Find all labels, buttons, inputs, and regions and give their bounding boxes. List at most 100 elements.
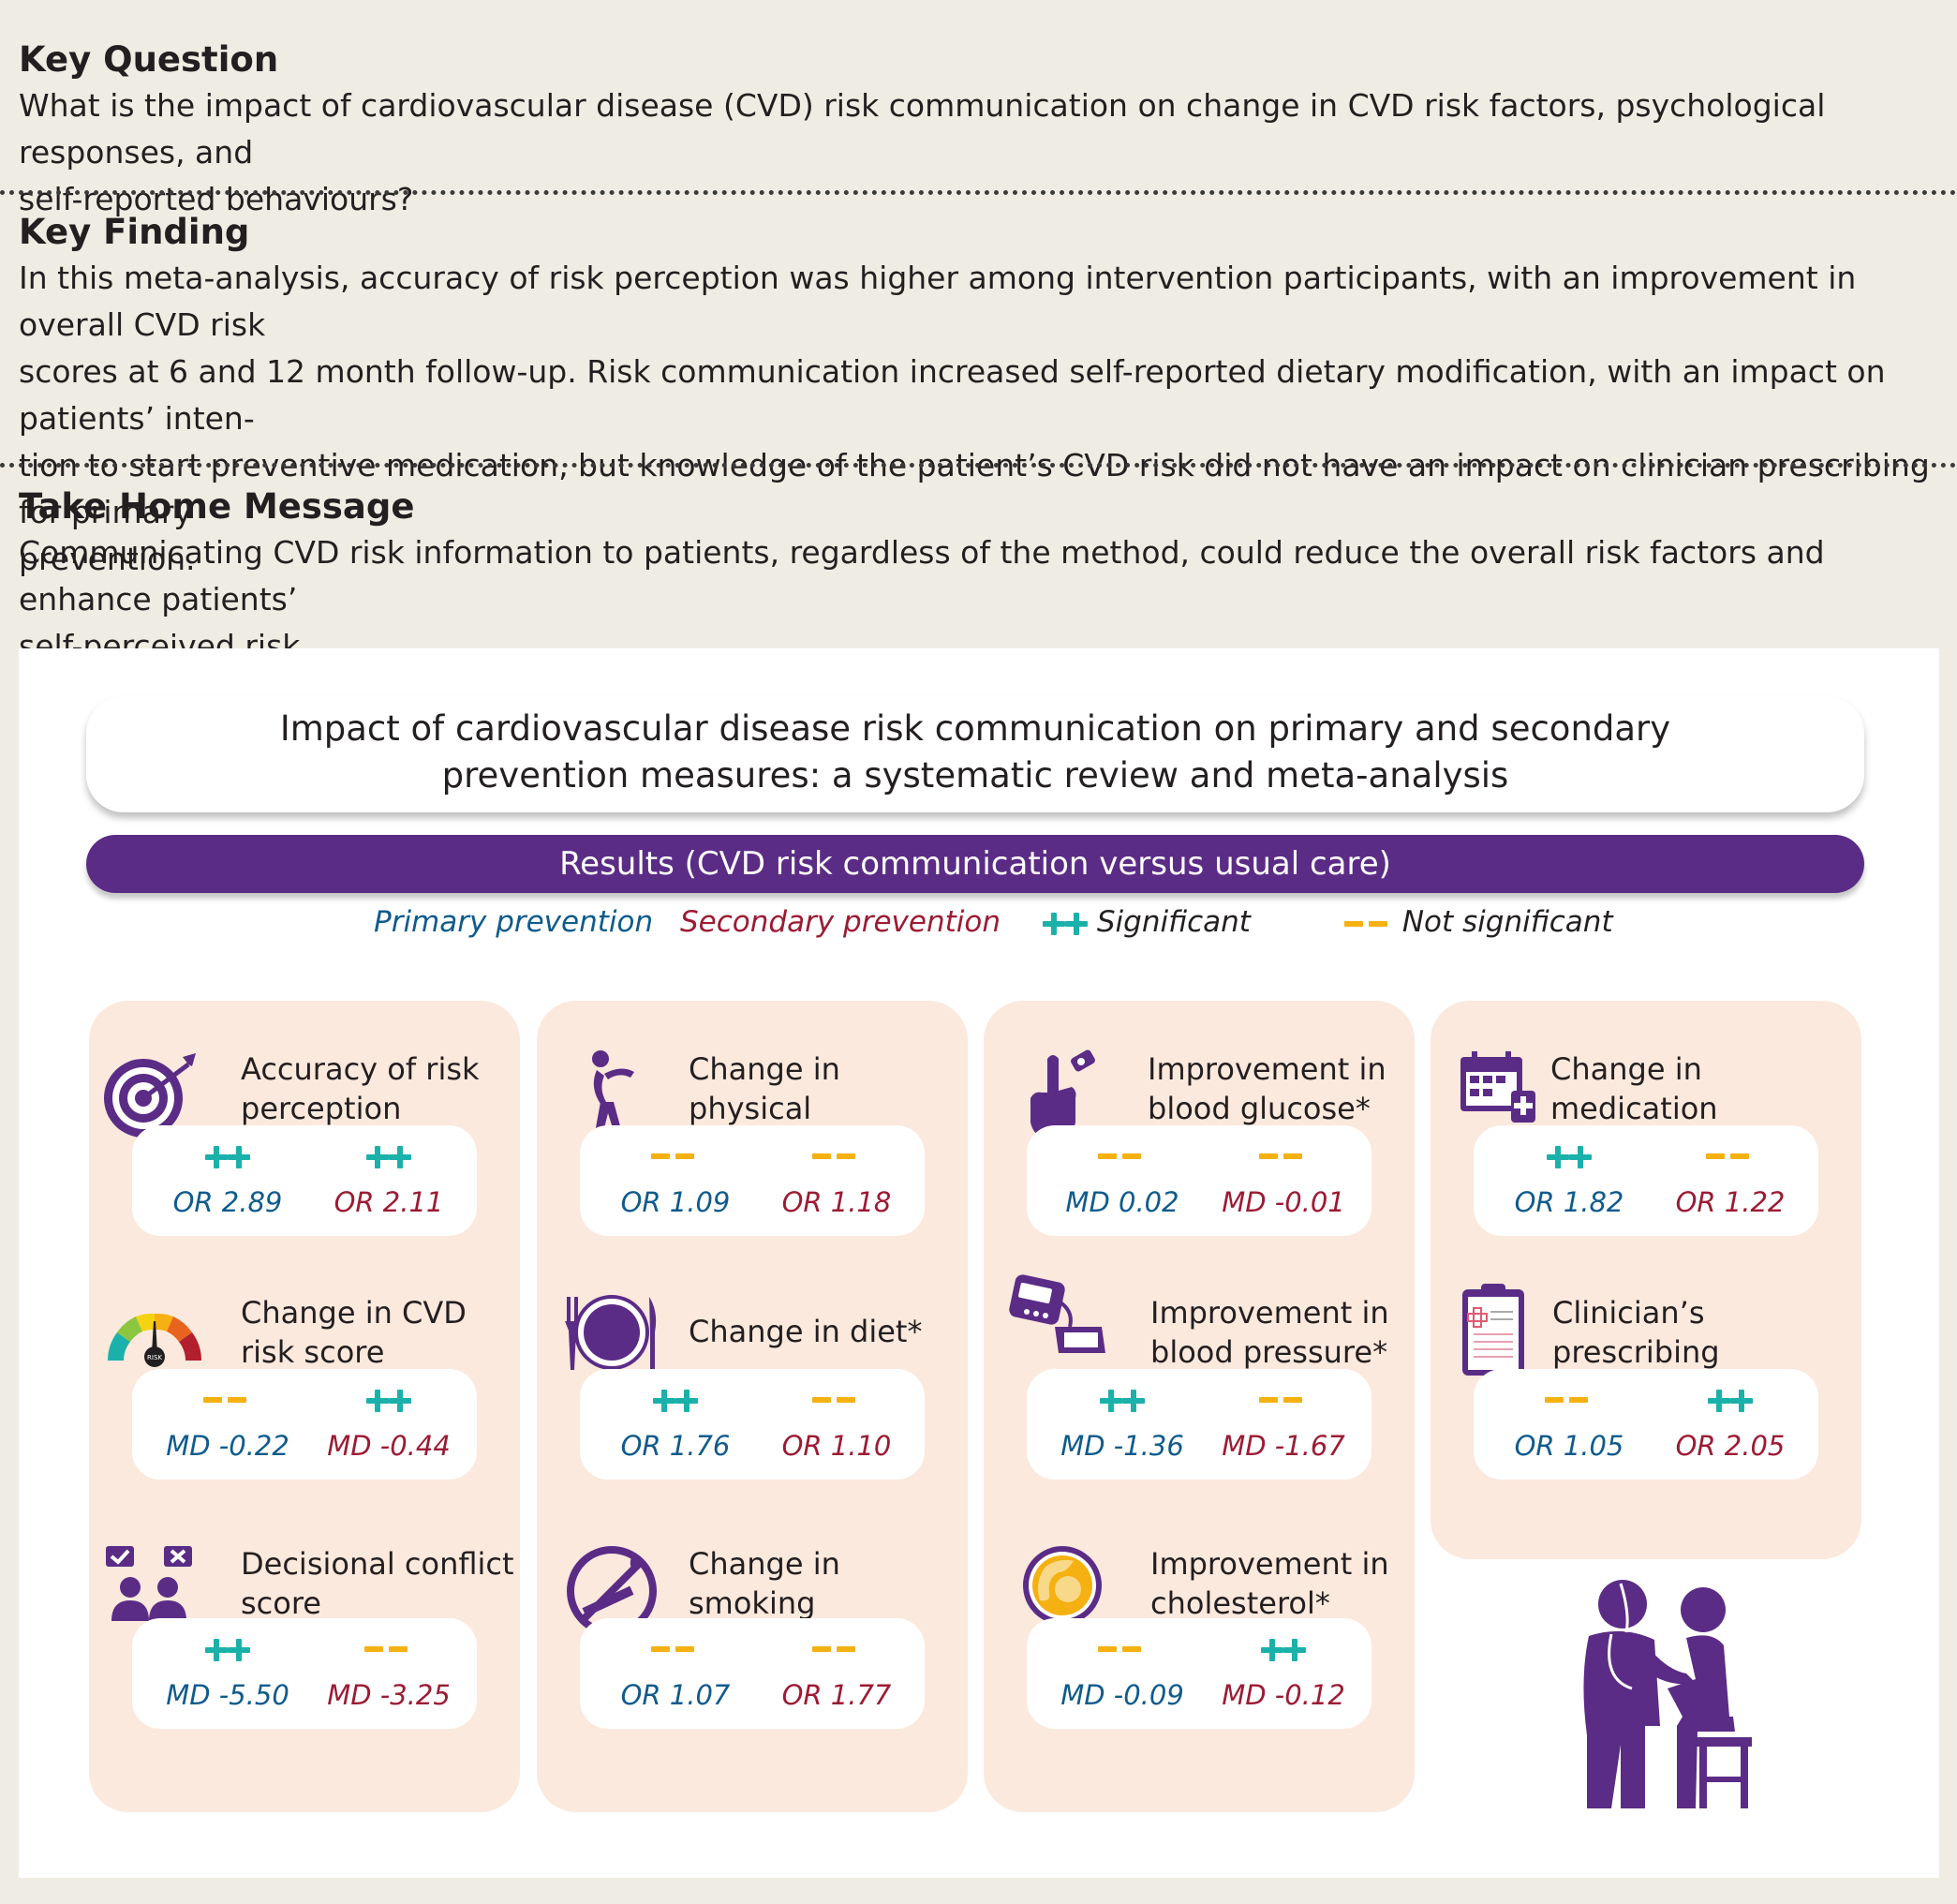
outcome-label-line2: prescribing: [1552, 1334, 1720, 1370]
results-card-column-1: Accuracy of risk perception OR 2.89 OR 2…: [89, 1001, 520, 1812]
primary-value: OR 1.82: [1514, 1186, 1624, 1218]
secondary-value: OR 2.05: [1675, 1430, 1786, 1462]
doctor-patient-icon: [1555, 1576, 1780, 1810]
secondary-value: MD -0.44: [327, 1430, 451, 1462]
outcome-label-line1: Change in diet*: [689, 1314, 923, 1349]
graphic-title: Impact of cardiovascular disease risk co…: [86, 696, 1864, 812]
key-finding-section: Key Finding In this meta-analysis, accur…: [19, 210, 1939, 583]
significant-icon: [643, 1390, 708, 1414]
significant-icon: [1090, 1390, 1155, 1414]
outcome-label-line1: Decisional conflict: [241, 1546, 514, 1582]
primary-value: MD 0.02: [1065, 1186, 1179, 1218]
not-significant-icon: [804, 1390, 869, 1414]
cholesterol-artery-icon: [1021, 1544, 1124, 1647]
outcome-label-line1: Change in physical: [689, 1051, 840, 1126]
result-values: MD -5.50 MD -3.25: [132, 1618, 477, 1729]
secondary-value: OR 1.22: [1675, 1186, 1786, 1218]
significant-icon: [1698, 1390, 1763, 1414]
not-significant-icon: [1090, 1639, 1155, 1663]
primary-value: MD -0.22: [166, 1430, 289, 1462]
not-significant-icon: [1251, 1390, 1316, 1414]
legend-primary: Primary prevention: [374, 905, 654, 939]
outcome-label-line2: cholesterol*: [1150, 1585, 1330, 1621]
outcome-label-line2: blood pressure*: [1150, 1334, 1388, 1370]
result-values: OR 1.76 OR 1.10: [580, 1369, 925, 1480]
secondary-value: OR 1.10: [781, 1430, 892, 1462]
take-home-heading: Take Home Message: [19, 486, 415, 527]
not-significant-icon: [1698, 1146, 1763, 1170]
primary-value: OR 2.89: [172, 1186, 283, 1218]
significant-icon: [356, 1146, 422, 1170]
outcome-label: Improvement in cholesterol*: [1150, 1544, 1389, 1623]
glucose-finger-icon: [1025, 1049, 1128, 1153]
secondary-value: OR 2.11: [334, 1186, 444, 1218]
primary-value: OR 1.76: [620, 1430, 731, 1462]
not-significant-icon: [1251, 1146, 1316, 1170]
outcome-label-line1: Change in medication: [1550, 1051, 1718, 1126]
results-bar: Results (CVD risk communication versus u…: [86, 835, 1864, 893]
primary-value: MD -5.50: [166, 1679, 289, 1711]
not-significant-icon: [643, 1146, 708, 1170]
divider: [0, 463, 1957, 468]
result-values: OR 1.09 OR 1.18: [580, 1125, 925, 1236]
gauge-label: RISK: [147, 1354, 162, 1361]
legend-not-significant-label: Not significant: [1401, 905, 1613, 939]
significant-icon: [1251, 1639, 1316, 1663]
significant-icon: [195, 1639, 260, 1663]
legend-secondary: Secondary prevention: [680, 905, 1001, 939]
secondary-value: MD -3.25: [327, 1679, 451, 1711]
outcome-label-line1: Accuracy of risk: [241, 1051, 480, 1087]
dash-icon: [1344, 920, 1363, 927]
divider: [0, 190, 1957, 195]
outcome-label: Improvement in blood pressure*: [1150, 1293, 1389, 1372]
outcome-label-line2: perception: [241, 1091, 402, 1126]
outcome-label-line1: Change in CVD: [241, 1295, 467, 1331]
legend-significant-label: Significant: [1096, 905, 1251, 939]
results-card-column-2: Change in physical activity* OR 1.09 OR …: [537, 1001, 968, 1812]
outcome-label-line1: Improvement in: [1150, 1546, 1389, 1582]
secondary-value: MD -0.01: [1222, 1186, 1345, 1218]
primary-value: MD -0.09: [1060, 1679, 1184, 1711]
graphic-title-line1: Impact of cardiovascular disease risk co…: [279, 708, 1671, 749]
legend-not-significant: Not significant: [1344, 903, 1613, 941]
result-values: OR 1.05 OR 2.05: [1474, 1369, 1818, 1480]
results-card-column-4: Change in medication adherence OR 1.82 O…: [1431, 1001, 1861, 1559]
not-significant-icon: [643, 1639, 708, 1663]
result-values: OR 1.07 OR 1.77: [580, 1618, 925, 1729]
not-significant-icon: [1536, 1390, 1602, 1414]
outcome-label: Change in CVD risk score: [241, 1293, 467, 1372]
primary-value: OR 1.05: [1514, 1430, 1624, 1462]
outcome-label-line2: score: [241, 1585, 321, 1621]
result-values: OR 1.82 OR 1.22: [1474, 1125, 1818, 1236]
secondary-value: OR 1.18: [781, 1186, 892, 1218]
plus-icon: [1065, 912, 1088, 935]
outcome-label-line1: Clinician’s: [1552, 1295, 1705, 1331]
risk-gauge-icon: RISK: [102, 1302, 205, 1406]
plate-fork-knife-icon: [565, 1293, 668, 1396]
results-card-column-3: Improvement in blood glucose* MD 0.02 MD…: [984, 1001, 1415, 1812]
not-significant-icon: [195, 1390, 260, 1414]
outcome-label: Clinician’s prescribing: [1552, 1293, 1720, 1372]
not-significant-icon: [804, 1146, 869, 1170]
outcome-label-line1: Change in smoking: [689, 1546, 840, 1621]
result-values: MD -0.09 MD -0.12: [1027, 1618, 1371, 1729]
key-question-text-line2: self-reported behaviours?: [19, 181, 414, 217]
key-question-text-line1: What is the impact of cardiovascular dis…: [19, 87, 1826, 171]
not-significant-icon: [804, 1639, 869, 1663]
key-finding-heading: Key Finding: [19, 212, 250, 252]
target-icon: [102, 1049, 205, 1153]
primary-value: MD -1.36: [1060, 1430, 1184, 1462]
result-values: MD -0.22 MD -0.44: [132, 1369, 477, 1480]
outcome-label: Change in diet*: [689, 1312, 922, 1351]
outcome-label-line1: Improvement in: [1150, 1295, 1389, 1331]
key-question-heading: Key Question: [19, 39, 279, 80]
outcome-label: Improvement in blood glucose*: [1148, 1049, 1386, 1128]
take-home-text-line1: Communicating CVD risk information to pa…: [19, 534, 1825, 617]
primary-value: OR 1.07: [620, 1679, 731, 1711]
secondary-value: MD -1.67: [1222, 1430, 1345, 1462]
significant-icon: [356, 1390, 422, 1414]
not-significant-icon: [1090, 1146, 1155, 1170]
key-finding-text-line4: prevention.: [19, 541, 196, 577]
significant-icon: [1536, 1146, 1602, 1170]
decision-people-icon: [102, 1544, 205, 1647]
